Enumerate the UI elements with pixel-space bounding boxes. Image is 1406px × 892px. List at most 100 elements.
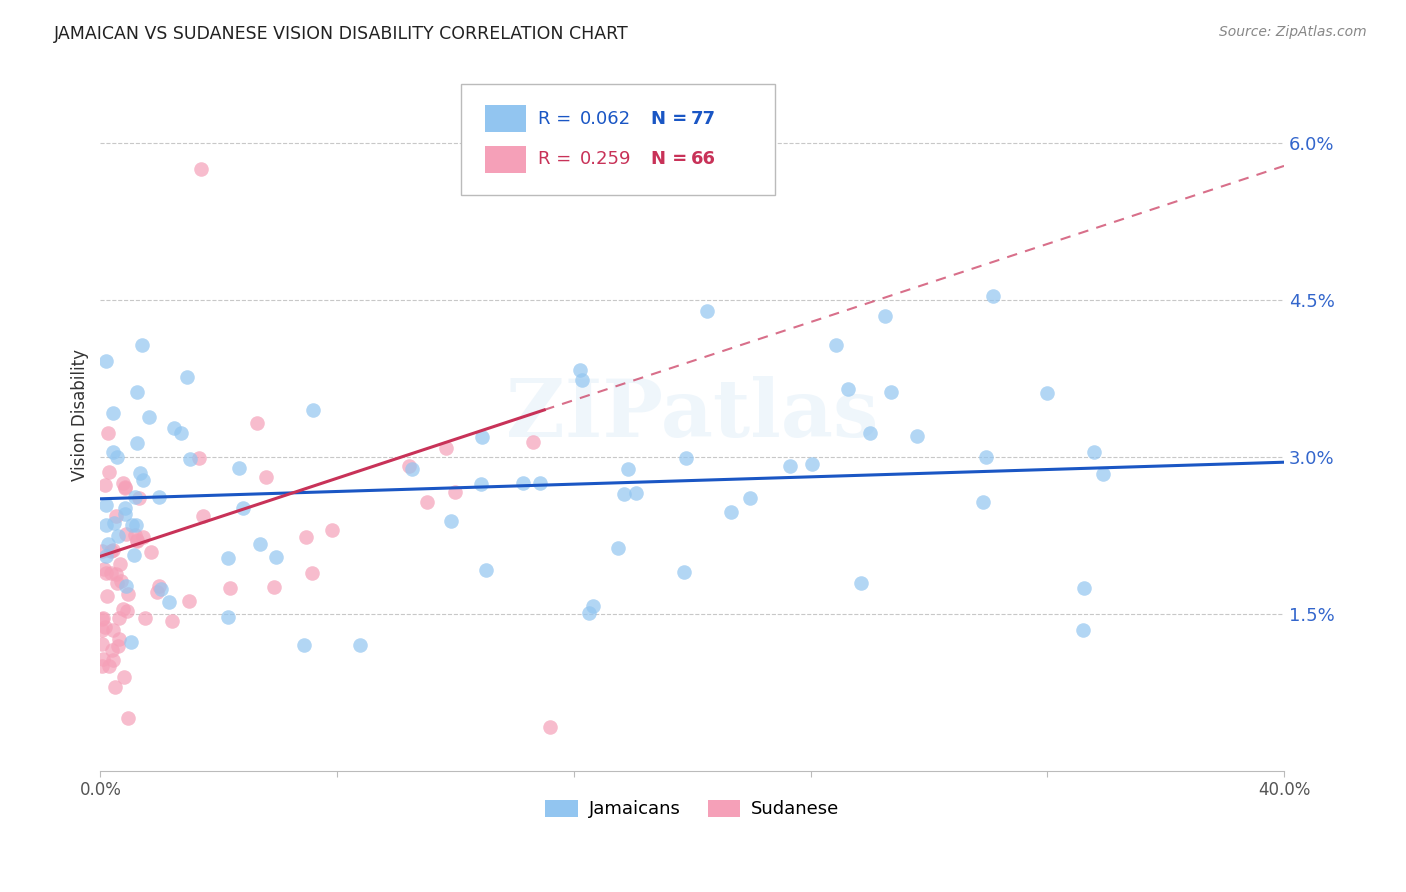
Point [91,624,114,638]
Point [571,373,593,387]
Point [107,529,129,543]
Point [107,632,129,647]
Point [125,533,148,548]
Point [105,576,128,591]
Point [163,421,186,435]
Point [538,720,561,734]
Point [97,465,120,479]
Point [139,545,162,559]
Point [117,587,139,601]
Point [134,611,156,625]
Point [131,474,153,488]
Point [107,639,129,653]
Point [193,508,215,523]
Point [110,574,132,589]
Point [98,659,121,673]
Point [149,582,172,596]
Legend: Jamaicans, Sudanese: Jamaicans, Sudanese [538,792,846,826]
Text: JAMAICAN VS SUDANESE VISION DISABILITY CORRELATION CHART: JAMAICAN VS SUDANESE VISION DISABILITY C… [53,25,628,43]
Point [93,619,115,633]
Point [160,614,183,628]
Point [294,530,316,544]
Point [188,451,211,466]
Point [103,543,125,558]
Point [127,385,149,400]
Point [475,563,498,577]
Point [321,523,343,537]
Point [120,635,142,649]
Point [128,491,150,506]
Point [905,429,928,443]
Point [254,469,277,483]
Point [401,462,423,476]
Point [470,476,492,491]
Point [125,517,148,532]
Point [103,516,125,530]
Point [217,551,239,566]
Point [105,450,128,464]
Point [114,501,136,516]
Point [104,680,127,694]
Point [837,382,859,396]
Point [112,476,135,491]
Point [90,637,112,651]
Point [101,445,124,459]
Point [148,579,170,593]
Point [114,527,136,541]
Point [228,460,250,475]
Point [127,436,149,450]
Point [582,599,605,614]
Point [112,669,135,683]
Point [114,508,136,522]
Point [131,530,153,544]
Point [849,575,872,590]
Point [115,579,138,593]
Point [91,658,114,673]
Point [578,606,600,620]
Text: R =: R = [538,150,578,169]
Point [1083,445,1105,459]
Point [439,514,461,528]
Point [179,452,201,467]
Point [974,450,997,464]
Point [740,491,762,505]
Text: 0.259: 0.259 [579,150,631,169]
Point [148,491,170,505]
Point [128,466,150,480]
Text: R =: R = [538,110,578,128]
Point [103,623,125,637]
Point [138,410,160,425]
Point [100,566,122,580]
Point [266,550,288,565]
Point [100,544,122,558]
Point [249,537,271,551]
Point [96,549,118,564]
Point [434,442,457,456]
Point [800,457,823,471]
Point [90,612,112,626]
Text: N =: N = [651,150,693,169]
Point [124,528,146,542]
Point [673,566,696,580]
Point [111,601,134,615]
Point [170,425,193,440]
Text: 77: 77 [690,110,716,128]
Point [512,476,534,491]
Point [263,581,285,595]
Point [824,338,846,352]
Point [232,501,254,516]
Point [696,303,718,318]
Point [96,589,118,603]
Point [522,435,544,450]
Point [416,494,439,508]
Point [91,651,114,665]
Point [114,481,136,495]
Point [117,711,139,725]
Point [246,416,269,430]
FancyBboxPatch shape [485,145,526,173]
Point [190,162,212,177]
Point [97,537,120,551]
Text: N =: N = [651,110,693,128]
Point [607,541,630,555]
Point [177,594,200,608]
